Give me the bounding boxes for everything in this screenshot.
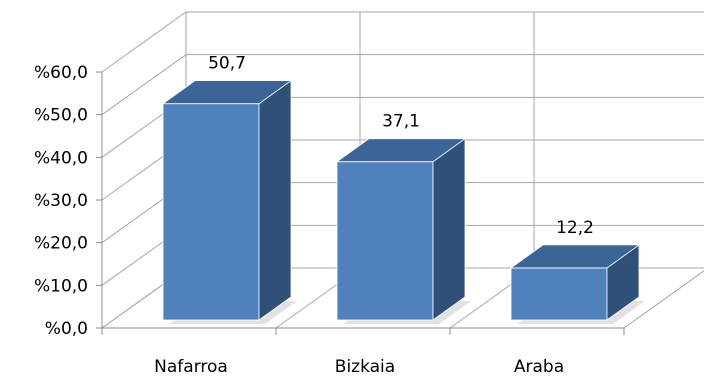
category-label: Nafarroa [154, 357, 228, 376]
data-label: 12,2 [556, 218, 594, 238]
gridline [101, 11, 704, 73]
y-tick-labels: %0,0 %10,0 %20,0 %30,0 %40,0 %50,0 %60,0 [34, 63, 88, 339]
y-tick-label: %20,0 [34, 234, 88, 254]
y-tick-label: %40,0 [34, 148, 88, 168]
bar-side [432, 137, 466, 321]
category-label: Bizkaia [335, 357, 395, 376]
category-label: Araba [514, 357, 564, 376]
y-tick-label: %50,0 [34, 106, 88, 126]
data-label: 37,1 [382, 112, 420, 132]
data-labels: 50,7 37,1 12,2 [208, 54, 594, 238]
y-tick-label: %10,0 [34, 276, 88, 296]
bar-front [336, 161, 434, 321]
floor-gridline [623, 270, 704, 329]
bar-front [162, 103, 260, 321]
axes [96, 71, 625, 335]
bar-front [510, 267, 608, 321]
bar-side [258, 79, 292, 321]
data-label: 50,7 [208, 54, 246, 74]
bars [161, 79, 645, 324]
y-tick-label: %60,0 [34, 63, 88, 83]
y-tick-label: %30,0 [34, 191, 88, 211]
category-labels: Nafarroa Bizkaia Araba [154, 357, 564, 376]
y-tick-label: %0,0 [45, 319, 88, 339]
bar-top [161, 80, 293, 105]
bar [335, 137, 471, 324]
bar [509, 244, 645, 324]
bar [161, 79, 297, 324]
bar-top [509, 244, 641, 269]
bar-top [335, 138, 467, 163]
